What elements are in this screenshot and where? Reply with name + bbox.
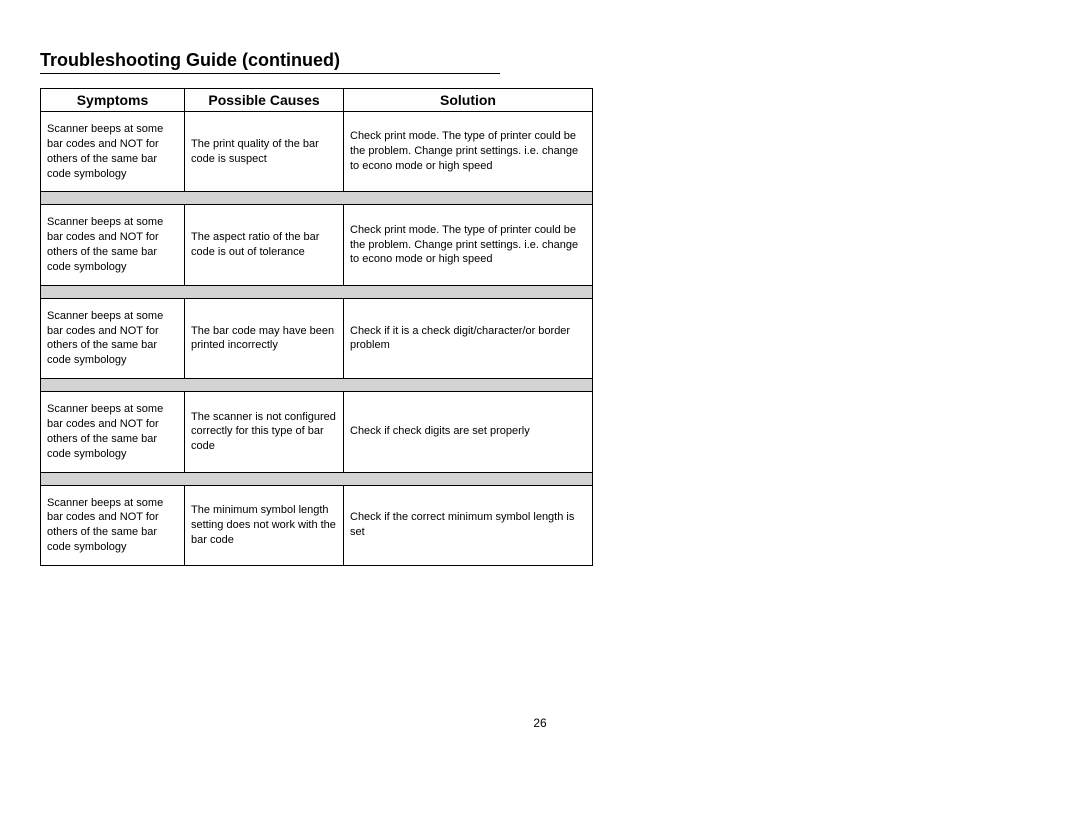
header-symptoms: Symptoms bbox=[41, 89, 185, 112]
table-row: Scanner beeps at some bar codes and NOT … bbox=[41, 298, 593, 378]
table-row: Scanner beeps at some bar codes and NOT … bbox=[41, 485, 593, 565]
header-causes: Possible Causes bbox=[185, 89, 344, 112]
page-number: 26 bbox=[40, 716, 1040, 730]
cell-symptom: Scanner beeps at some bar codes and NOT … bbox=[41, 298, 185, 378]
cell-solution: Check if check digits are set properly bbox=[344, 392, 593, 472]
header-solution: Solution bbox=[344, 89, 593, 112]
separator-row bbox=[41, 285, 593, 298]
document-page: Troubleshooting Guide (continued) Sympto… bbox=[0, 0, 1080, 750]
cell-solution: Check print mode. The type of printer co… bbox=[344, 112, 593, 192]
cell-cause: The aspect ratio of the bar code is out … bbox=[185, 205, 344, 285]
cell-symptom: Scanner beeps at some bar codes and NOT … bbox=[41, 392, 185, 472]
separator-row bbox=[41, 192, 593, 205]
cell-cause: The scanner is not configured correctly … bbox=[185, 392, 344, 472]
cell-solution: Check if it is a check digit/character/o… bbox=[344, 298, 593, 378]
table-header-row: Symptoms Possible Causes Solution bbox=[41, 89, 593, 112]
cell-symptom: Scanner beeps at some bar codes and NOT … bbox=[41, 485, 185, 565]
cell-symptom: Scanner beeps at some bar codes and NOT … bbox=[41, 205, 185, 285]
separator-row bbox=[41, 472, 593, 485]
table-row: Scanner beeps at some bar codes and NOT … bbox=[41, 392, 593, 472]
cell-solution: Check print mode. The type of printer co… bbox=[344, 205, 593, 285]
table-row: Scanner beeps at some bar codes and NOT … bbox=[41, 205, 593, 285]
table-row: Scanner beeps at some bar codes and NOT … bbox=[41, 112, 593, 192]
separator-row bbox=[41, 379, 593, 392]
cell-cause: The bar code may have been printed incor… bbox=[185, 298, 344, 378]
troubleshooting-table: Symptoms Possible Causes Solution Scanne… bbox=[40, 88, 593, 566]
cell-cause: The minimum symbol length setting does n… bbox=[185, 485, 344, 565]
cell-cause: The print quality of the bar code is sus… bbox=[185, 112, 344, 192]
page-title: Troubleshooting Guide (continued) bbox=[40, 50, 500, 74]
cell-symptom: Scanner beeps at some bar codes and NOT … bbox=[41, 112, 185, 192]
cell-solution: Check if the correct minimum symbol leng… bbox=[344, 485, 593, 565]
